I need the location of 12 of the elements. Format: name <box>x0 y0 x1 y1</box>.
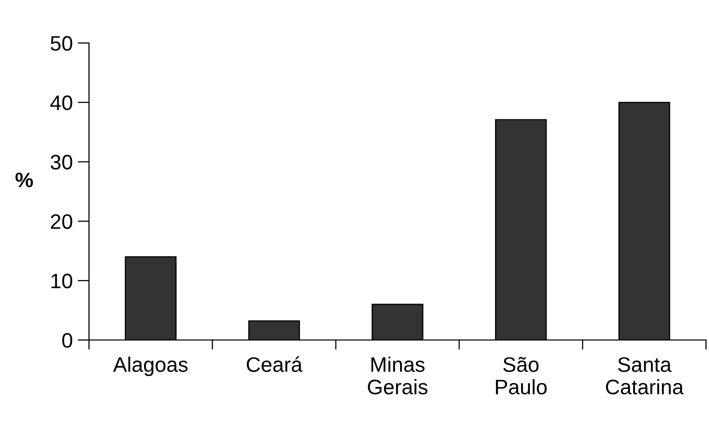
y-axis-title: % <box>15 172 33 188</box>
y-tick-label: 10 <box>51 274 72 288</box>
y-tick-label: 50 <box>50 36 72 51</box>
x-tick-label: Alagoas <box>113 356 188 376</box>
x-tick-label: Santa Catarina <box>606 357 684 394</box>
y-tick-label: 30 <box>50 154 72 170</box>
y-tick-label: 0 <box>62 333 72 348</box>
x-tick-label: São Paulo <box>496 356 547 394</box>
x-tick-label: Minas Gerais <box>368 356 428 394</box>
y-tick-label: 20 <box>50 214 72 229</box>
x-tick-label: Ceará <box>246 356 302 372</box>
y-tick-label: 40 <box>50 95 72 110</box>
